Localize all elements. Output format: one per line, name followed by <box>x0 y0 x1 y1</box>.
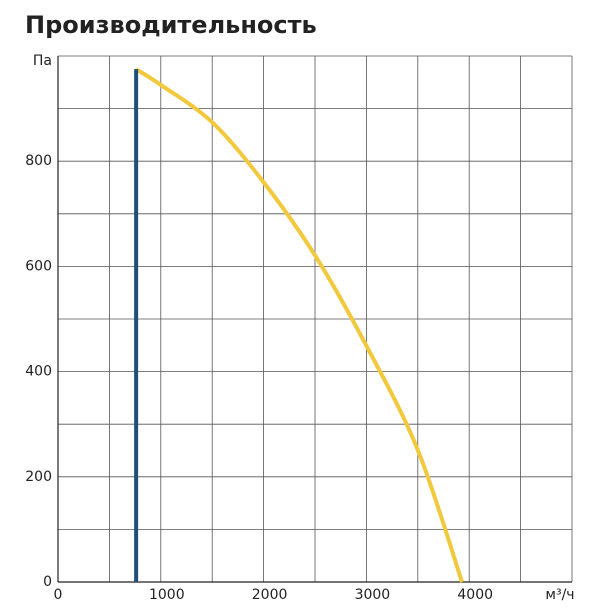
y-tick-label: 400 <box>25 364 52 380</box>
y-tick-label: 600 <box>25 258 52 274</box>
x-unit-label: м³/ч <box>545 587 574 603</box>
y-tick-label: 0 <box>43 574 52 590</box>
x-tick-label: 2000 <box>252 587 288 603</box>
y-tick-label: 200 <box>25 469 52 485</box>
x-tick-label: 1000 <box>149 587 185 603</box>
x-tick-label: 0 <box>54 587 63 603</box>
y-tick-label: 800 <box>25 153 52 169</box>
x-tick-label: 4000 <box>457 587 493 603</box>
x-tick-label: 3000 <box>355 587 391 603</box>
series-line <box>135 67 464 583</box>
y-unit-label: Па <box>33 53 52 69</box>
chart-title: Производительность <box>25 11 317 39</box>
